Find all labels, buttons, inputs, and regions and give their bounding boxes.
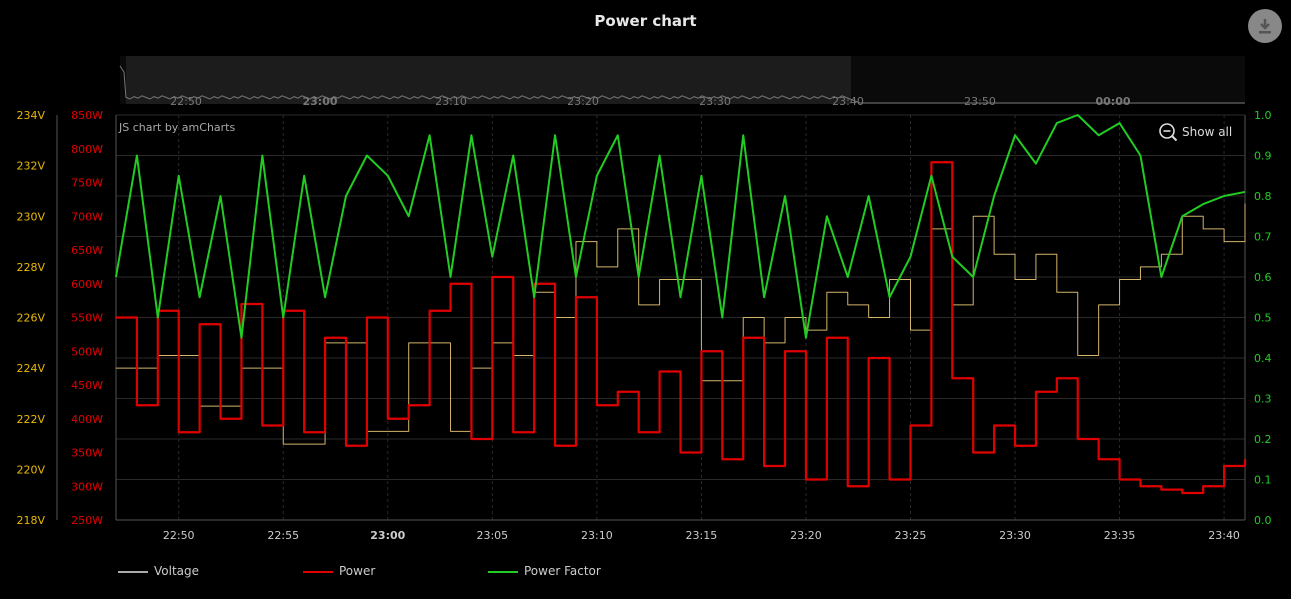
y-tick-label-power-factor: 0.7 (1254, 231, 1272, 244)
x-tick-label: 23:10 (581, 529, 613, 542)
y-tick-label-power-factor: 0.9 (1254, 150, 1272, 163)
scrollbar-selection (126, 56, 851, 104)
y-tick-label-power: 550W (71, 312, 103, 325)
y-tick-label-power: 750W (71, 177, 103, 190)
y-tick-label-power-factor: 0.5 (1254, 312, 1272, 325)
series-line-power (116, 161, 1247, 495)
legend-label-voltage: Voltage (154, 564, 200, 578)
y-tick-label-power: 700W (71, 210, 103, 223)
y-tick-label-power: 850W (71, 109, 103, 122)
x-tick-label: 23:25 (895, 529, 927, 542)
x-tick-label: 23:00 (370, 529, 405, 542)
credit-label: JS chart by amCharts (119, 121, 236, 134)
y-tick-label-voltage: 228V (16, 261, 45, 274)
x-tick-label: 23:05 (476, 529, 508, 542)
chart-title: Power chart (594, 12, 697, 30)
y-tick-label-voltage: 230V (16, 210, 45, 223)
y-tick-label-power: 450W (71, 379, 103, 392)
x-tick-label: 23:40 (1208, 529, 1240, 542)
y-tick-label-voltage: 224V (16, 362, 45, 375)
legend-swatch-power (303, 571, 333, 573)
legend-label-power-factor: Power Factor (524, 564, 601, 578)
y-tick-label-voltage: 232V (16, 160, 45, 173)
x-tick-label: 22:50 (163, 529, 195, 542)
x-tick-label: 22:55 (267, 529, 299, 542)
y-tick-label-power: 350W (71, 447, 103, 460)
x-tick-label: 23:15 (686, 529, 718, 542)
legend-item-power-factor[interactable]: Power Factor (488, 562, 628, 582)
y-tick-label-power: 500W (71, 345, 103, 358)
y-tick-label-voltage: 234V (16, 109, 45, 122)
y-tick-label-power-factor: 0.4 (1254, 352, 1272, 365)
scrollbar-tick-label: 23:10 (435, 95, 467, 108)
y-tick-label-power: 800W (71, 143, 103, 156)
y-tick-label-power-factor: 0.6 (1254, 271, 1272, 284)
y-tick-label-power: 600W (71, 278, 103, 291)
download-button[interactable] (1248, 9, 1282, 43)
y-tick-label-power-factor: 0.3 (1254, 393, 1272, 406)
y-tick-label-power: 400W (71, 413, 103, 426)
y-tick-label-power-factor: 1.0 (1254, 109, 1272, 122)
legend-swatch-voltage (118, 571, 148, 573)
y-tick-label-power: 300W (71, 480, 103, 493)
legend-item-power[interactable]: Power (303, 562, 413, 582)
y-tick-label-power: 650W (71, 244, 103, 257)
x-tick-label: 23:30 (999, 529, 1031, 542)
y-tick-label-power-factor: 0.0 (1254, 514, 1272, 527)
zoom-out-icon (1159, 123, 1178, 142)
legend-swatch-power-factor (488, 571, 518, 573)
y-tick-label-power-factor: 0.8 (1254, 190, 1272, 203)
scrollbar-tick-label: 23:50 (964, 95, 996, 108)
y-tick-label-voltage: 222V (16, 413, 45, 426)
y-tick-label-power-factor: 0.1 (1254, 474, 1272, 487)
series-line-power-factor (115, 114, 1246, 339)
scrollbar-tick-label: 00:00 (1095, 95, 1130, 108)
y-tick-label-voltage: 226V (16, 312, 45, 325)
x-tick-label: 23:20 (790, 529, 822, 542)
y-tick-label-power-factor: 0.2 (1254, 433, 1272, 446)
download-icon (1259, 19, 1271, 34)
legend-label-power: Power (339, 564, 376, 578)
legend-item-voltage[interactable]: Voltage (118, 562, 228, 582)
x-tick-label: 23:35 (1104, 529, 1136, 542)
y-tick-label-voltage: 218V (16, 514, 45, 527)
y-tick-label-voltage: 220V (16, 463, 45, 476)
show-all-label: Show all (1182, 125, 1233, 139)
scrollbar-series-line (119, 65, 1245, 104)
y-tick-label-power: 250W (71, 514, 103, 527)
scrollbar-tick-label: 23:40 (832, 95, 864, 108)
